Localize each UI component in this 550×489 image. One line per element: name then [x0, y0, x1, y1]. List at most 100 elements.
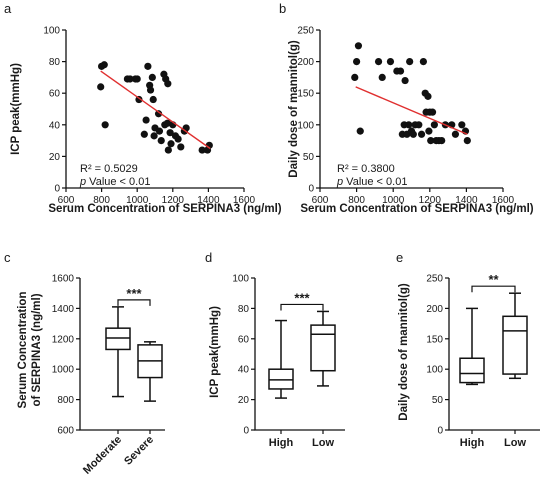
category-label-e: Low — [504, 437, 526, 449]
data-point-a — [167, 140, 175, 148]
significance-bracket-c — [117, 299, 151, 306]
data-point-a — [154, 110, 163, 118]
significance-bracket-e — [471, 285, 516, 293]
y-tick-label-a: 60 — [49, 89, 61, 100]
x-tick-label-b: 1000 — [382, 195, 405, 206]
box-d — [310, 324, 336, 372]
panel-letter-b: b — [279, 1, 286, 16]
y-tick-label-b: 200 — [297, 57, 314, 68]
marks-d: High Low *** — [268, 290, 336, 449]
x-tick-label-a: 1000 — [126, 195, 149, 206]
p-value-annotation-a: p Value < 0.01 — [79, 176, 150, 188]
y-tick-label-a: 0 — [54, 184, 60, 195]
data-point-b — [458, 121, 466, 129]
panel-c: c Serum Concentration of SERPINA3 (ng/ml… — [4, 250, 165, 477]
panel-d: d ICP peak(mmHg) 0 20 40 60 80 100 High Low *** — [205, 250, 345, 449]
panel-letter-e: e — [396, 250, 403, 265]
y-tick-label-a: 40 — [49, 120, 61, 131]
y-axis-label-c-line1: Serum Concentration — [17, 292, 29, 409]
data-point-b — [427, 137, 435, 145]
y-tick-label-e: 250 — [426, 274, 443, 285]
y-tick-label-e: 200 — [426, 304, 443, 315]
y-axis-label-a: ICP peak(mmHg) — [10, 63, 22, 155]
data-point-a — [148, 73, 156, 81]
data-point-a — [174, 135, 182, 143]
y-tick-label-e: 100 — [426, 365, 443, 376]
data-point-a — [155, 127, 164, 135]
data-point-a — [126, 75, 134, 83]
x-tick-label-a: 1400 — [197, 195, 220, 206]
data-point-a — [142, 116, 150, 124]
y-tick-label-c: 1000 — [52, 365, 75, 376]
y-tick-label-c: 1400 — [52, 304, 75, 315]
y-tick-label-d: 100 — [232, 274, 249, 285]
fit-line-b — [355, 86, 468, 135]
y-axis-label-d: ICP peak(mmHg) — [209, 306, 221, 398]
x-tick-label-b: 600 — [312, 195, 329, 206]
data-point-b — [374, 58, 383, 66]
y-axis-label-e: Daily dose of mannitol(g) — [398, 283, 410, 421]
y-ticks-c: 600 800 1000 1200 1400 1600 — [52, 274, 80, 437]
box-e — [502, 315, 528, 375]
y-tick-label-d: 60 — [238, 334, 250, 345]
panel-b: b Daily dose of mannitol(g) Serum Concen… — [279, 1, 534, 215]
r-squared-annotation-a: R² = 0.5029 — [80, 163, 138, 175]
data-point-a — [97, 83, 105, 91]
x-tick-label-b: 800 — [348, 195, 365, 206]
data-point-b — [451, 130, 460, 138]
category-label-c: Severe — [122, 434, 156, 468]
y-axis-label-c-line2: of SERPINA3 (ng/ml) — [31, 293, 43, 406]
data-point-b — [424, 92, 432, 100]
data-point-a — [198, 146, 206, 154]
x-ticks-b: 600 800 1000 1200 1400 1600 — [312, 188, 515, 206]
x-tick-label-a: 600 — [58, 195, 75, 206]
y-ticks-d: 0 20 40 60 80 100 — [232, 274, 255, 437]
panel-letter-a: a — [4, 1, 12, 16]
data-point-a — [150, 132, 158, 140]
y-tick-label-d: 0 — [243, 426, 249, 437]
panel-letter-c: c — [4, 250, 11, 265]
category-label-c: Moderate — [81, 434, 124, 477]
data-point-a — [146, 86, 155, 94]
x-tick-label-b: 1600 — [492, 195, 515, 206]
marks-b — [351, 42, 471, 145]
y-ticks-e: 0 50 100 150 200 250 — [426, 274, 449, 437]
y-axis-label-b: Daily dose of mannitol(g) — [288, 40, 300, 178]
y-tick-label-b: 0 — [308, 184, 314, 195]
y-tick-label-e: 50 — [432, 395, 444, 406]
data-point-b — [396, 67, 405, 75]
significance-label-c: *** — [126, 286, 142, 301]
marks-e: High Low ** — [459, 272, 528, 449]
data-point-b — [386, 58, 395, 66]
data-point-a — [164, 146, 172, 154]
y-tick-label-b: 250 — [297, 26, 314, 37]
box-d — [268, 368, 294, 390]
x-axis-label-b: Serum Concentration of SERPINA3 (ng/ml) — [300, 203, 533, 215]
x-tick-label-a: 1600 — [233, 195, 256, 206]
data-point-b — [428, 108, 437, 116]
y-tick-label-c: 600 — [57, 426, 74, 437]
data-point-a — [101, 121, 109, 129]
y-tick-label-d: 20 — [238, 395, 250, 406]
fit-line-a — [100, 70, 211, 150]
significance-bracket-d — [280, 303, 324, 311]
data-point-a — [164, 80, 172, 88]
y-tick-label-d: 40 — [238, 365, 250, 376]
y-tick-label-d: 80 — [238, 304, 250, 315]
y-tick-label-c: 1200 — [52, 334, 75, 345]
data-point-b — [405, 121, 413, 129]
category-label-d: Low — [312, 437, 334, 449]
x-tick-label-b: 1200 — [419, 195, 442, 206]
r-squared-annotation-b: R² = 0.3800 — [337, 163, 395, 175]
data-point-b — [406, 58, 414, 66]
y-tick-label-e: 0 — [437, 426, 443, 437]
y-tick-label-c: 1600 — [52, 274, 75, 285]
y-tick-label-a: 100 — [43, 26, 60, 37]
data-point-b — [353, 58, 361, 66]
data-point-b — [415, 121, 423, 129]
category-label-e: High — [460, 437, 485, 449]
data-point-b — [419, 58, 427, 66]
significance-label-d: *** — [294, 290, 310, 305]
x-tick-label-b: 1400 — [455, 195, 478, 206]
